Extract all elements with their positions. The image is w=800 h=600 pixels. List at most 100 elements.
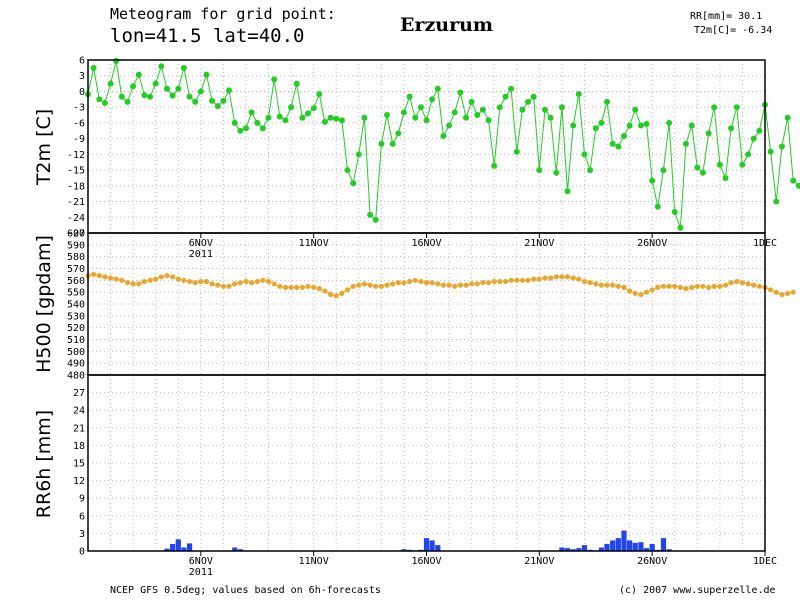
t2m-point [457,89,464,96]
t2m-point [389,140,396,147]
h500-point [717,283,723,289]
h500-point [328,291,334,298]
h500-point [102,274,108,280]
rr6h-bar [423,538,430,551]
h500-point [638,291,644,298]
t2m-point [778,143,785,150]
h500-point [254,278,260,285]
h500-point [576,276,582,282]
rr6h-bar [175,539,181,551]
t2m-ytick-label: -15 [67,166,85,177]
x-bottom-tick-year: 2011 [189,567,213,578]
h500-point [215,282,221,288]
h500-point [277,283,283,289]
x-bottom-tick-label: 21NOV [524,556,554,567]
h500-point [660,283,667,289]
t2m-ytick-label: -21 [67,197,85,208]
t2m-point [310,105,317,112]
h500-point [739,280,746,286]
t2m-point [316,91,323,98]
t2m-point [355,151,362,158]
h500-point [610,282,616,288]
t2m-ytick-label: -9 [73,134,85,145]
t2m-ytick-label: -24 [67,213,85,224]
t2m-point [570,122,577,129]
h500-point [751,282,757,288]
t2m-point [637,122,644,129]
t2m-point [417,104,424,111]
t2m-point [474,112,481,118]
t2m-ytick-label: 0 [79,87,85,98]
h500-point [790,289,796,295]
t2m-point [367,211,374,218]
t2m-point [790,177,797,184]
header-title-line1: Meteogram for grid point: [110,5,336,23]
h500-point [401,280,407,286]
t2m-point [553,169,560,176]
t2m-point [756,127,763,134]
h500-point [706,284,712,290]
t2m-point [491,162,498,169]
t2m-point [152,80,159,87]
h500-point [305,283,311,289]
header-city-name: Erzurum [400,14,494,36]
t2m-point [169,92,176,99]
t2m-point [660,167,667,174]
h500-point [158,274,164,280]
x-bottom-tick-label: 1DEC [753,556,777,567]
footer-copyright: (c) 2007 www.superzelle.de [619,585,776,596]
h500-ytick-label: 600 [67,229,85,240]
t2m-point [558,104,565,111]
t2m-panel-frame [87,59,766,234]
h500-point [672,283,678,289]
t2m-point [666,119,673,126]
h500-point [728,280,734,286]
h500-point [446,282,452,288]
h500-point [722,282,729,288]
t2m-point [101,100,108,106]
h500-point [514,277,520,283]
h500-point [773,289,779,295]
h500-point [294,284,300,290]
rr6h-bar [621,530,627,551]
h500-point [581,278,588,285]
t2m-point [592,125,599,132]
rr6h-ytick-label: 3 [79,529,85,540]
t2m-ytick-label: -12 [67,150,85,161]
h500-point [322,288,328,294]
h500-point [407,278,413,285]
h500-point [423,280,430,286]
t2m-point [564,188,571,195]
h500-ytick-label: 510 [67,335,85,346]
h500-point [463,282,469,288]
rr6h-ytick-label: 0 [79,547,85,558]
t2m-point [259,125,266,132]
t2m-point [649,177,656,184]
rr6h-bar [660,538,667,551]
t2m-point [716,161,723,168]
h500-point [209,281,215,287]
t2m-point [321,118,328,125]
t2m-point [446,122,453,129]
h500-point [598,282,605,288]
t2m-point [271,76,278,83]
x-mid-tick-label: 21NOV [524,238,554,249]
rr6h-bar [615,538,621,551]
t2m-point [750,135,757,142]
t2m-point [412,114,419,121]
t2m-point [243,125,249,132]
t2m-point [186,93,193,100]
h500-point [525,277,531,283]
t2m-point [694,164,701,171]
t2m-point [175,85,182,92]
h500-point [350,283,356,289]
t2m-point [745,151,752,158]
h500-point [96,273,102,279]
h500-point [141,278,147,285]
t2m-point [147,93,154,100]
h500-point [700,283,706,289]
t2m-point [581,151,588,158]
h500-point [497,278,503,285]
h500-point [373,283,379,289]
t2m-point [468,98,475,105]
